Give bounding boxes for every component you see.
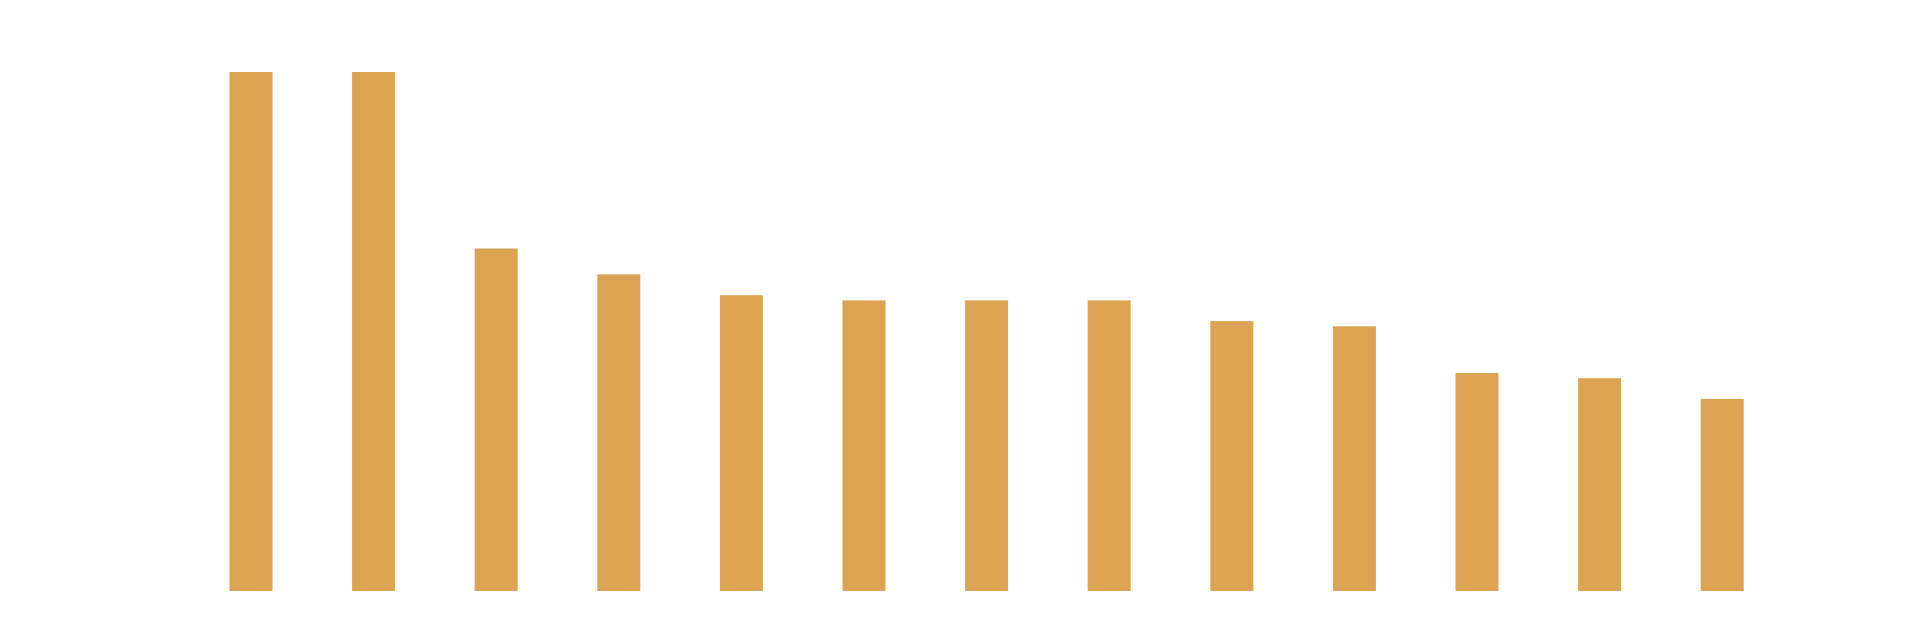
bar — [719, 295, 763, 591]
bar — [965, 300, 1009, 591]
bar — [842, 300, 886, 591]
bar — [474, 248, 518, 591]
bar — [1087, 300, 1131, 591]
bar — [597, 274, 641, 591]
bar — [1332, 326, 1376, 591]
bar — [1700, 398, 1744, 591]
bar — [1578, 378, 1622, 591]
bar — [352, 72, 396, 591]
bar — [229, 72, 273, 591]
bar — [1455, 373, 1499, 591]
bar — [1210, 321, 1254, 591]
